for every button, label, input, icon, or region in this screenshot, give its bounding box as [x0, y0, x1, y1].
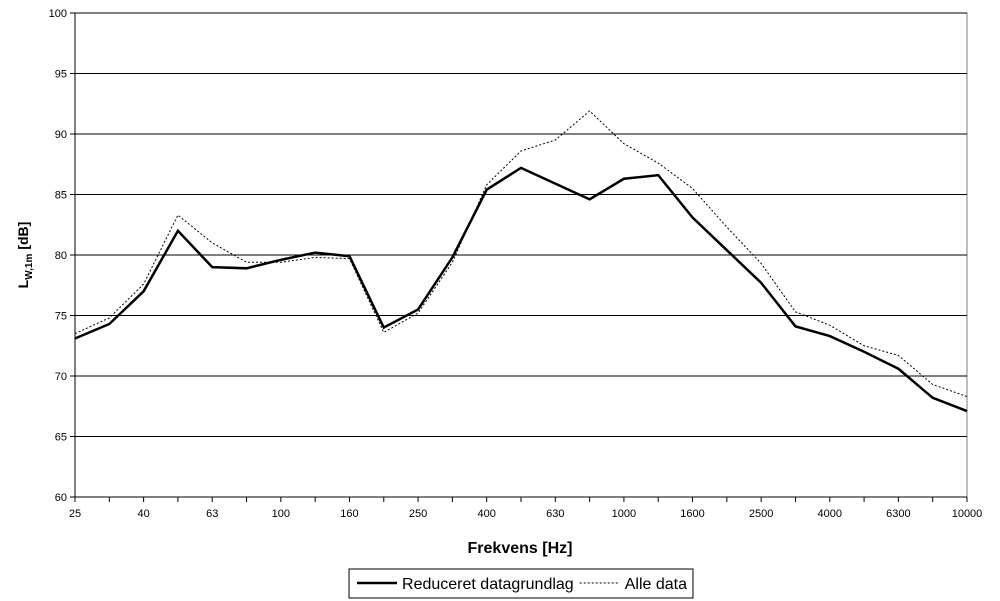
y-label-main: L [15, 279, 31, 288]
y-tick-label: 90 [55, 129, 67, 141]
x-tick-label: 250 [409, 508, 427, 520]
x-tick-label: 10000 [952, 508, 983, 520]
y-tick-label: 80 [55, 250, 67, 262]
y-tick-label: 75 [55, 311, 67, 323]
x-tick-label: 630 [546, 508, 564, 520]
x-tick-label: 160 [340, 508, 358, 520]
x-tick-label: 100 [272, 508, 290, 520]
y-tick-label: 85 [55, 190, 67, 202]
legend-box [348, 568, 694, 599]
y-axis-label: LW,1m [dB] [15, 222, 35, 289]
y-tick-label: 65 [55, 432, 67, 444]
y-label-sub: W,1m [24, 254, 35, 280]
y-tick-label: 95 [55, 69, 67, 81]
legend-label: Alle data [625, 576, 687, 593]
legend: Reduceret datagrundlag Alle data [348, 568, 694, 599]
x-tick-label: 25 [69, 508, 81, 520]
x-tick-label: 6300 [886, 508, 910, 520]
x-tick-label: 1000 [612, 508, 636, 520]
series-line [74, 166, 968, 413]
x-tick-label: 400 [478, 508, 496, 520]
x-tick-label: 4000 [818, 508, 842, 520]
x-axis-label: Frekvens [Hz] [468, 540, 573, 557]
y-label-unit: [dB] [15, 222, 31, 250]
y-tick-label: 60 [55, 492, 67, 504]
x-tick-label: 40 [137, 508, 149, 520]
y-tick-label: 70 [55, 371, 67, 383]
series-line [74, 110, 968, 398]
x-tick-label: 63 [206, 508, 218, 520]
legend-label: Reduceret datagrundlag [402, 576, 574, 593]
x-tick-label: 1600 [680, 508, 704, 520]
x-tick-label: 2500 [749, 508, 773, 520]
y-tick-label: 100 [49, 8, 67, 20]
